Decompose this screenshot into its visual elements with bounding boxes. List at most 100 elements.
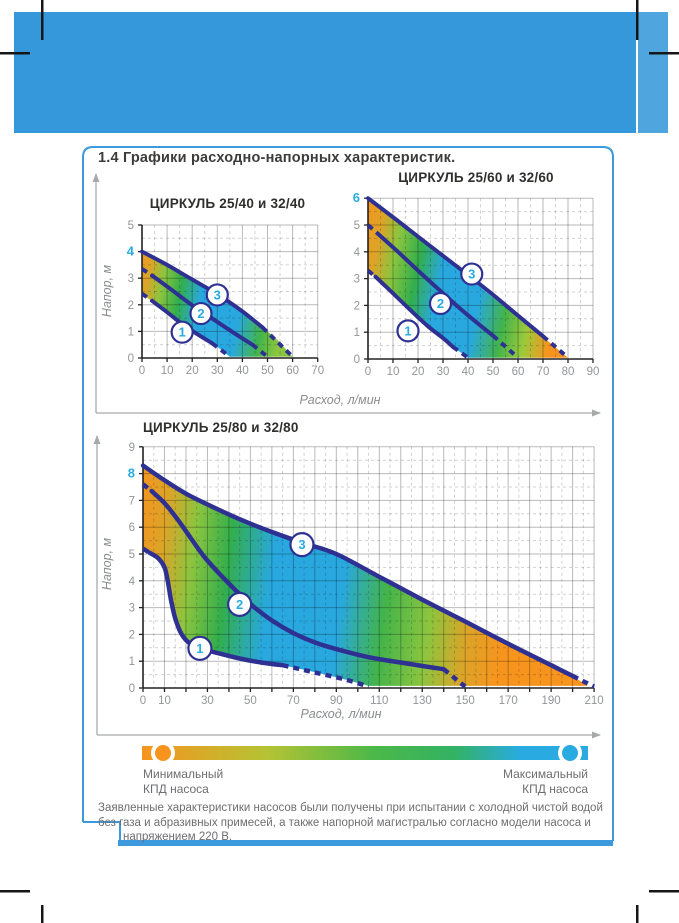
y-tick-label: 5 bbox=[354, 220, 360, 232]
legend-label-max: Максимальный КПД насоса bbox=[438, 767, 588, 797]
grid bbox=[142, 224, 319, 358]
crop-mark bbox=[41, 905, 44, 923]
pump-curve-2: 2 bbox=[366, 223, 520, 360]
content-frame-border bbox=[82, 146, 614, 841]
chart-title-25-80: ЦИРКУЛЬ 25/80 и 32/80 bbox=[143, 420, 299, 435]
curve-number: 2 bbox=[236, 597, 243, 612]
curve-number-badge bbox=[428, 291, 453, 316]
x-tick-label: 90 bbox=[587, 366, 600, 378]
tick-labels: 0 10 30 50 70 90 110 130 150 170 190 210 0 1 2 3 4 5 6 7 8 9 bbox=[128, 442, 604, 707]
x-tick-label: 150 bbox=[456, 695, 475, 707]
y-tick-label: 3 bbox=[129, 603, 135, 615]
footnote-line-3: напряжением 220 В. bbox=[123, 831, 233, 843]
y-tick-label-highlight: 8 bbox=[128, 466, 135, 481]
legend-label-max-line1: Максимальный bbox=[502, 767, 588, 781]
grid bbox=[143, 446, 595, 688]
crop-mark bbox=[636, 0, 639, 40]
pump-curve-3: 3 bbox=[140, 463, 596, 689]
x-tick-label: 70 bbox=[311, 365, 324, 377]
pump-curve-3: 3 bbox=[366, 196, 570, 360]
y-tick-label: 5 bbox=[129, 549, 135, 561]
curve-number: 2 bbox=[197, 306, 204, 321]
curve-number-badge bbox=[205, 283, 229, 307]
crop-mark bbox=[649, 890, 679, 893]
axis-arrow-head bbox=[92, 173, 100, 182]
trim-line bbox=[636, 12, 638, 133]
curve-number-badge bbox=[227, 591, 253, 617]
x-tick-label: 50 bbox=[487, 366, 500, 378]
curve-number-badge bbox=[189, 301, 213, 326]
y-axis-label-top: Напор, м bbox=[100, 264, 114, 318]
x-tick-label: 10 bbox=[158, 695, 171, 707]
x-axis-label-big: Расход, л/мин bbox=[300, 707, 382, 721]
min-efficiency-dot bbox=[155, 745, 171, 761]
y-tick-label: 6 bbox=[129, 522, 135, 534]
y-tick-label: 1 bbox=[128, 326, 134, 338]
y-tick-label: 2 bbox=[129, 629, 135, 641]
x-tick-label: 90 bbox=[330, 695, 343, 707]
pump-curve-2: 2 bbox=[140, 267, 269, 359]
x-tick-label: 170 bbox=[499, 695, 518, 707]
x-tick-label: 0 bbox=[140, 695, 146, 707]
x-tick-label: 40 bbox=[236, 365, 249, 377]
footnote: Заявленные характеристики насосов были п… bbox=[98, 801, 610, 845]
x-tick-label: 10 bbox=[161, 365, 174, 377]
x-tick-label: 80 bbox=[562, 366, 575, 378]
chart-tsirkul-25-60: 0 10 20 30 40 50 60 70 80 90 0 1 2 3 4 5 6 1 2 3 bbox=[353, 190, 600, 378]
chart-title-25-60: ЦИРКУЛЬ 25/60 и 32/60 bbox=[398, 170, 554, 185]
x-tick-label: 210 bbox=[584, 695, 603, 707]
curve-number-badge bbox=[187, 635, 213, 661]
y-tick-label-highlight: 4 bbox=[127, 244, 135, 259]
curve-number-badge bbox=[460, 262, 484, 286]
pump-curve-1: 1 bbox=[366, 269, 470, 360]
legend-label-min: Минимальный КПД насоса bbox=[143, 767, 223, 797]
curve-number: 2 bbox=[437, 296, 444, 311]
legend-label-min-line1: Минимальный bbox=[143, 767, 224, 781]
x-tick-label: 30 bbox=[201, 695, 214, 707]
legend-label-min-line2: КПД насоса bbox=[143, 782, 209, 796]
x-tick-label: 110 bbox=[370, 695, 388, 707]
y-tick-label: 1 bbox=[129, 656, 135, 668]
y-tick-label: 3 bbox=[354, 274, 360, 286]
curve-number: 3 bbox=[468, 267, 475, 282]
y-tick-label: 3 bbox=[128, 273, 134, 285]
axis-arrow-head bbox=[592, 731, 601, 739]
x-tick-label: 40 bbox=[462, 366, 475, 378]
x-tick-label: 50 bbox=[261, 365, 274, 377]
section-title: 1.4 Графики расходно-напорных характерис… bbox=[98, 150, 456, 166]
y-tick-label: 7 bbox=[129, 495, 135, 507]
pump-curve-3: 3 bbox=[140, 249, 294, 359]
pump-curve-2: 2 bbox=[141, 482, 467, 689]
x-tick-label: 70 bbox=[537, 366, 550, 378]
tick-labels: 0 10 20 30 40 50 60 70 80 90 0 1 2 3 4 5 6 bbox=[353, 190, 600, 378]
efficiency-region bbox=[143, 465, 588, 686]
y-tick-label: 0 bbox=[128, 353, 134, 365]
curve-number-badge bbox=[170, 320, 194, 344]
x-axis-label-top: Расход, л/мин bbox=[299, 393, 381, 407]
curve-number: 3 bbox=[214, 287, 221, 302]
y-tick-label: 2 bbox=[354, 300, 360, 312]
chart-title-25-40: ЦИРКУЛЬ 25/40 и 32/40 bbox=[149, 196, 306, 211]
max-efficiency-dot bbox=[562, 745, 578, 761]
crop-mark bbox=[41, 0, 44, 40]
x-tick-label: 190 bbox=[542, 695, 561, 707]
y-tick-label: 9 bbox=[129, 442, 135, 454]
x-tick-label: 20 bbox=[412, 366, 425, 378]
x-tick-label: 30 bbox=[437, 366, 450, 378]
footnote-line-1: Заявленные характеристики насосов были п… bbox=[98, 802, 603, 814]
crop-mark bbox=[0, 890, 30, 893]
curve-number-badge bbox=[396, 319, 420, 343]
x-tick-label: 60 bbox=[512, 366, 525, 378]
curve-number: 3 bbox=[298, 537, 305, 552]
axis-arrow-head bbox=[592, 409, 601, 417]
crop-mark bbox=[649, 52, 679, 55]
x-tick-label: 20 bbox=[186, 365, 199, 377]
pump-curve-1: 1 bbox=[141, 546, 370, 689]
curve-number: 1 bbox=[179, 325, 186, 340]
x-tick-label: 130 bbox=[413, 695, 432, 707]
y-tick-label-highlight: 6 bbox=[353, 190, 360, 205]
header-band bbox=[14, 12, 636, 133]
